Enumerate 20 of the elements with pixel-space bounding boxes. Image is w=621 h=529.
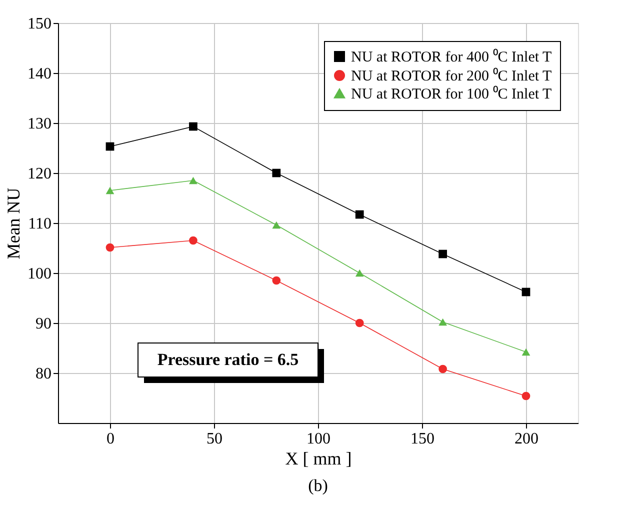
- legend-label: NU at ROTOR for 400 ⁰C Inlet T: [351, 48, 552, 66]
- x-tick-label: 200: [514, 430, 538, 448]
- y-tick-label: 110: [28, 216, 52, 232]
- x-axis-title: X [ mm ]: [285, 448, 352, 468]
- legend-label: NU at ROTOR for 200 ⁰C Inlet T: [351, 68, 552, 84]
- x-tick-label: 150: [410, 430, 434, 448]
- x-tick-label: 50: [206, 430, 222, 448]
- y-tick-label: 140: [28, 66, 52, 82]
- y-tick-label: 90: [36, 316, 52, 332]
- y-tick-label: 130: [28, 116, 52, 132]
- y-tick-label: 80: [36, 366, 52, 382]
- y-tick-label: 120: [28, 166, 52, 182]
- annotation: Pressure ratio = 6.5: [157, 350, 299, 369]
- legend-label: NU at ROTOR for 100 ⁰C Inlet T: [351, 86, 552, 102]
- x-tick-label: 100: [306, 430, 330, 448]
- y-tick-label: 150: [28, 16, 52, 32]
- text: (b): [308, 476, 328, 495]
- y-tick-label: 100: [28, 266, 52, 282]
- x-tick-label: 0: [106, 430, 114, 448]
- y-axis-title: Mean NU: [4, 188, 24, 260]
